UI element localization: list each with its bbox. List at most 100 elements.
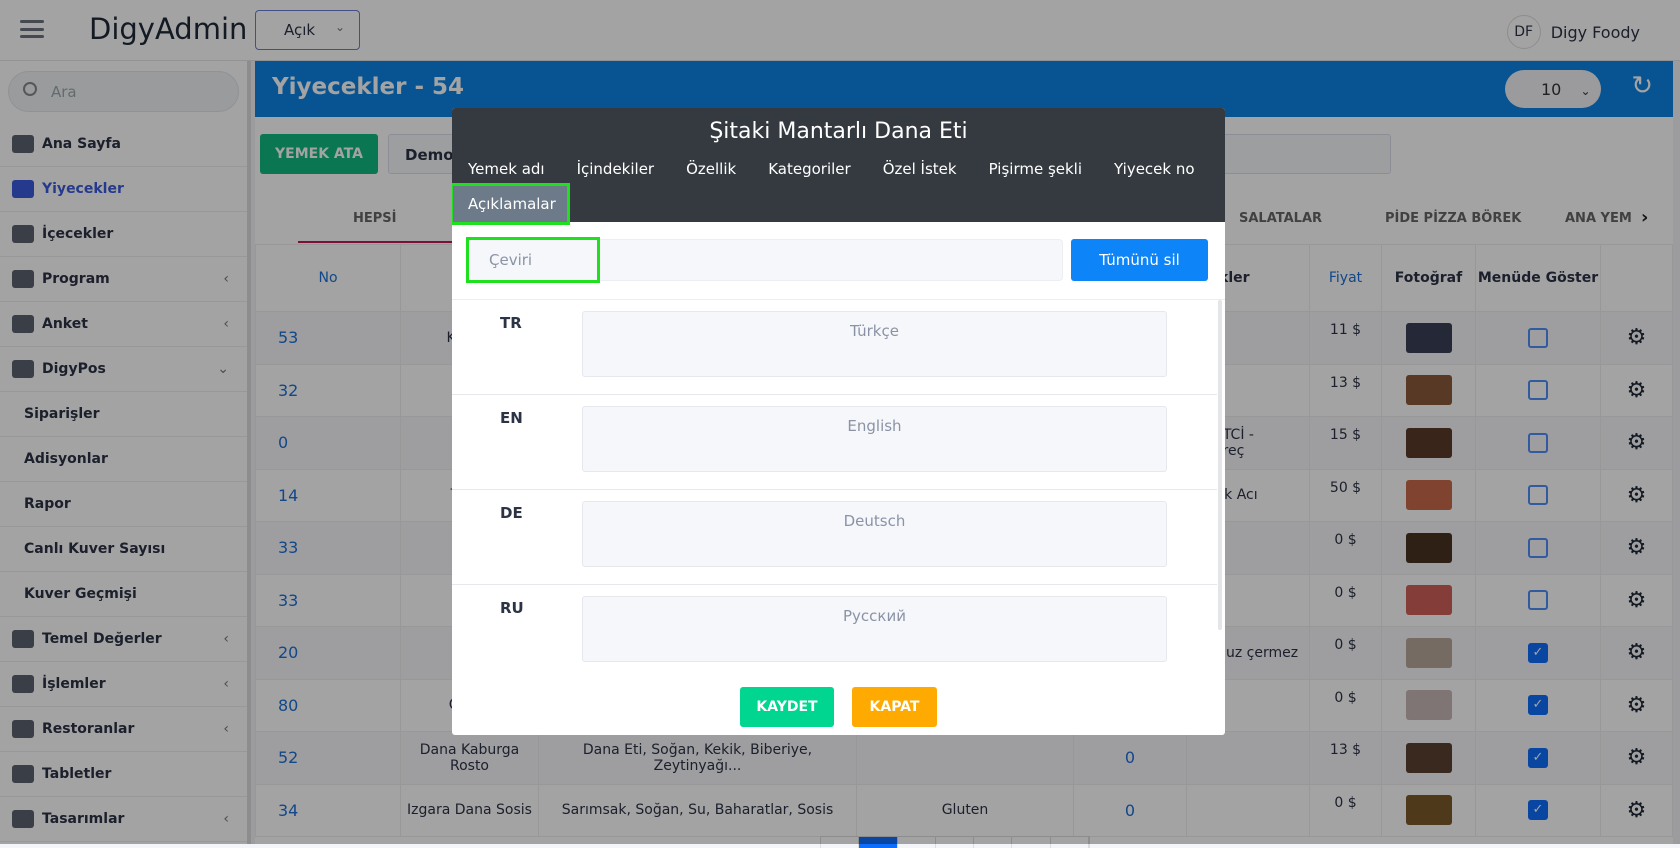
assign-food-button[interactable]: YEMEK ATA — [260, 134, 378, 174]
translate-input[interactable]: Çeviri — [468, 239, 1063, 281]
gear-icon[interactable]: ⚙ — [1626, 640, 1647, 666]
show-in-menu-checkbox[interactable] — [1528, 485, 1548, 506]
row-no[interactable]: 33 — [255, 521, 401, 575]
refresh-icon[interactable]: ↻ — [1631, 71, 1653, 101]
show-in-menu-checkbox[interactable]: ✓ — [1528, 642, 1548, 663]
status-select[interactable]: Açık ⌄ — [255, 10, 360, 50]
sidebar-item-label: Restoranlar — [42, 721, 135, 737]
translation-textarea[interactable]: Türkçe — [582, 311, 1167, 377]
col-actions — [1600, 244, 1673, 312]
tab-categories[interactable]: Kategoriler — [768, 160, 851, 178]
row-no[interactable]: 20 — [255, 626, 401, 680]
food-photo[interactable] — [1405, 795, 1452, 826]
row-count[interactable]: 0 — [1073, 783, 1187, 837]
modal-tabs: Yemek adı İçindekiler Özellik Kategorile… — [468, 160, 1195, 178]
row-no[interactable]: 0 — [255, 416, 401, 470]
show-in-menu-checkbox[interactable]: ✓ — [1528, 747, 1548, 768]
sidebar-item[interactable]: Adisyonlar — [0, 437, 247, 482]
user-name: Digy Foody — [1550, 22, 1640, 42]
sidebar-item-label: Canlı Kuver Sayısı — [24, 541, 166, 557]
gear-icon[interactable]: ⚙ — [1626, 482, 1647, 508]
sidebar-item[interactable]: İşlemler ‹ — [0, 662, 247, 707]
sidebar-item[interactable]: Canlı Kuver Sayısı — [0, 527, 247, 572]
row-no[interactable]: 14 — [255, 468, 401, 522]
food-photo[interactable] — [1405, 480, 1452, 511]
sidebar-item[interactable]: Anket ‹ — [0, 302, 247, 347]
row-no[interactable]: 32 — [255, 363, 401, 417]
food-photo[interactable] — [1405, 742, 1452, 773]
sidebar-item[interactable]: Temel Değerler ‹ — [0, 617, 247, 662]
gear-icon[interactable]: ⚙ — [1626, 692, 1647, 718]
gear-icon[interactable]: ⚙ — [1626, 430, 1647, 456]
show-in-menu-checkbox[interactable] — [1528, 590, 1548, 611]
gear-icon[interactable]: ⚙ — [1626, 797, 1647, 823]
food-photo[interactable] — [1405, 427, 1452, 458]
gear-icon[interactable]: ⚙ — [1626, 535, 1647, 561]
close-button[interactable]: KAPAT — [852, 687, 937, 727]
modal-title: Şitaki Mantarlı Dana Eti — [709, 119, 968, 144]
sidebar-item-icon — [12, 180, 34, 198]
tab-main[interactable]: ANA YEM — [1565, 211, 1632, 226]
show-in-menu-checkbox[interactable] — [1528, 432, 1548, 453]
page-header: Yiyecekler - 54 10 ⌄ ↻ — [255, 61, 1673, 117]
show-in-menu-checkbox[interactable] — [1528, 537, 1548, 558]
sidebar-item[interactable]: Program ‹ — [0, 257, 247, 302]
sidebar-item[interactable]: Tabletler — [0, 752, 247, 797]
sidebar-item[interactable]: Restoranlar ‹ — [0, 707, 247, 752]
tab-descriptions[interactable]: Açıklamalar — [452, 183, 570, 225]
tab-special-request[interactable]: Özel İstek — [882, 160, 957, 178]
tab-salads[interactable]: SALATALAR — [1239, 211, 1323, 226]
sidebar-item[interactable]: Yiyecekler — [0, 167, 247, 212]
gear-icon[interactable]: ⚙ — [1626, 377, 1647, 403]
col-no[interactable]: No — [255, 244, 401, 312]
menu-icon[interactable] — [20, 20, 44, 38]
sidebar-search-input[interactable]: Ara — [8, 71, 239, 112]
row-no[interactable]: 34 — [255, 783, 401, 837]
gear-icon[interactable]: ⚙ — [1626, 587, 1647, 613]
food-photo[interactable] — [1405, 637, 1452, 668]
food-photo[interactable] — [1405, 375, 1452, 406]
row-actions: ⚙ — [1600, 416, 1673, 470]
row-ingredients: Dana Eti, Soğan, Kekik, Biberiye, Zeytin… — [538, 731, 857, 785]
food-photo[interactable] — [1405, 690, 1452, 721]
sidebar-item[interactable]: Tasarımlar ‹ — [0, 797, 247, 842]
per-page-select[interactable]: 10 ⌄ — [1505, 70, 1601, 108]
gear-icon[interactable]: ⚙ — [1626, 325, 1647, 351]
food-photo[interactable] — [1405, 532, 1452, 563]
row-price: 13 $ — [1309, 731, 1382, 785]
sidebar-item[interactable]: Ana Sayfa — [0, 122, 247, 167]
gear-icon[interactable]: ⚙ — [1626, 745, 1647, 771]
row-count[interactable]: 0 — [1073, 731, 1187, 785]
user-menu[interactable]: DF Digy Foody — [1506, 15, 1640, 49]
clear-all-button[interactable]: Tümünü sil — [1071, 239, 1208, 281]
translation-textarea[interactable]: Deutsch — [582, 501, 1167, 567]
show-in-menu-checkbox[interactable] — [1528, 327, 1548, 348]
sidebar-item[interactable]: Rapor — [0, 482, 247, 527]
tab-feature[interactable]: Özellik — [686, 160, 737, 178]
food-photo[interactable] — [1405, 322, 1452, 353]
sidebar-item-icon — [12, 630, 34, 648]
translation-textarea[interactable]: Русский — [582, 596, 1167, 662]
tab-food-no[interactable]: Yiyecek no — [1114, 160, 1195, 178]
tab-food-name[interactable]: Yemek adı — [468, 160, 545, 178]
tab-ingredients[interactable]: İçindekiler — [576, 160, 655, 178]
food-photo[interactable] — [1405, 585, 1452, 616]
translation-textarea[interactable]: English — [582, 406, 1167, 472]
row-no[interactable]: 52 — [255, 731, 401, 785]
sidebar-item[interactable]: DigyPos ⌄ — [0, 347, 247, 392]
row-no[interactable]: 53 — [255, 311, 401, 365]
tab-pide[interactable]: PİDE PİZZA BÖREK — [1385, 211, 1522, 226]
show-in-menu-checkbox[interactable]: ✓ — [1528, 695, 1548, 716]
sidebar-item[interactable]: İçecekler — [0, 212, 247, 257]
show-in-menu-checkbox[interactable] — [1528, 380, 1548, 401]
tab-all[interactable]: HEPSİ — [353, 211, 397, 226]
chevron-right-icon[interactable]: › — [1641, 207, 1649, 228]
tab-cooking[interactable]: Pişirme şekli — [988, 160, 1083, 178]
scrollbar[interactable] — [1218, 300, 1222, 630]
show-in-menu-checkbox[interactable]: ✓ — [1528, 800, 1548, 821]
sidebar-item-label: Yiyecekler — [42, 181, 124, 197]
sidebar-item[interactable]: Siparişler — [0, 392, 247, 437]
pagination[interactable] — [820, 836, 1090, 848]
save-button[interactable]: KAYDET — [740, 687, 834, 727]
sidebar-item[interactable]: Kuver Geçmişi — [0, 572, 247, 617]
